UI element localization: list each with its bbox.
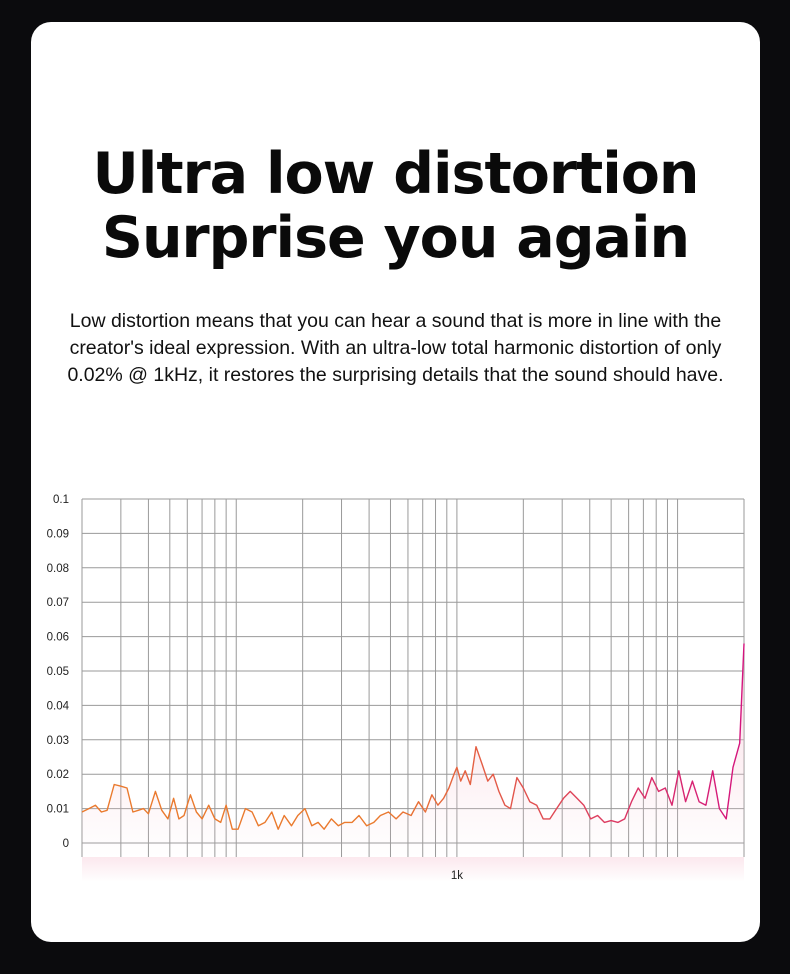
y-tick-label: 0.06: [47, 632, 69, 644]
y-tick-label: 0.05: [47, 666, 69, 678]
y-tick-label: 0.07: [47, 597, 69, 609]
y-tick-label: 0.01: [47, 804, 69, 816]
chart-area: [82, 643, 744, 857]
y-tick-label: 0.09: [47, 528, 69, 540]
thd-chart: 0.1 0.09 0.08 0.07 0.06 0.05 0.04 0.03 0.02 0.01 0…: [47, 494, 745, 882]
y-tick-label: 0.04: [47, 700, 70, 712]
headline-line-2: Surprise you again: [101, 205, 690, 271]
y-tick-label: 0.03: [47, 735, 69, 747]
headline-line-1: Ultra low distortion: [92, 141, 700, 207]
description-paragraph: Low distortion means that you can hear a…: [67, 310, 724, 386]
y-tick-label: 0.1: [53, 494, 69, 506]
headline: Ultra low distortion Surprise you again: [31, 142, 760, 270]
bottom-fade-band: [82, 857, 744, 882]
series-line: [81, 643, 745, 830]
y-tick-label: 0.02: [47, 769, 69, 781]
chart-line: [81, 643, 745, 830]
chart-labels: 0.1 0.09 0.08 0.07 0.06 0.05 0.04 0.03 0.02 0.01 0…: [47, 494, 464, 882]
y-tick-label: 0: [63, 838, 69, 850]
series-area: [82, 643, 744, 857]
y-tick-label: 0.08: [47, 563, 69, 575]
content-card: Ultra low distortion Surprise you again …: [31, 22, 760, 942]
x-tick-label: 1k: [451, 870, 463, 882]
